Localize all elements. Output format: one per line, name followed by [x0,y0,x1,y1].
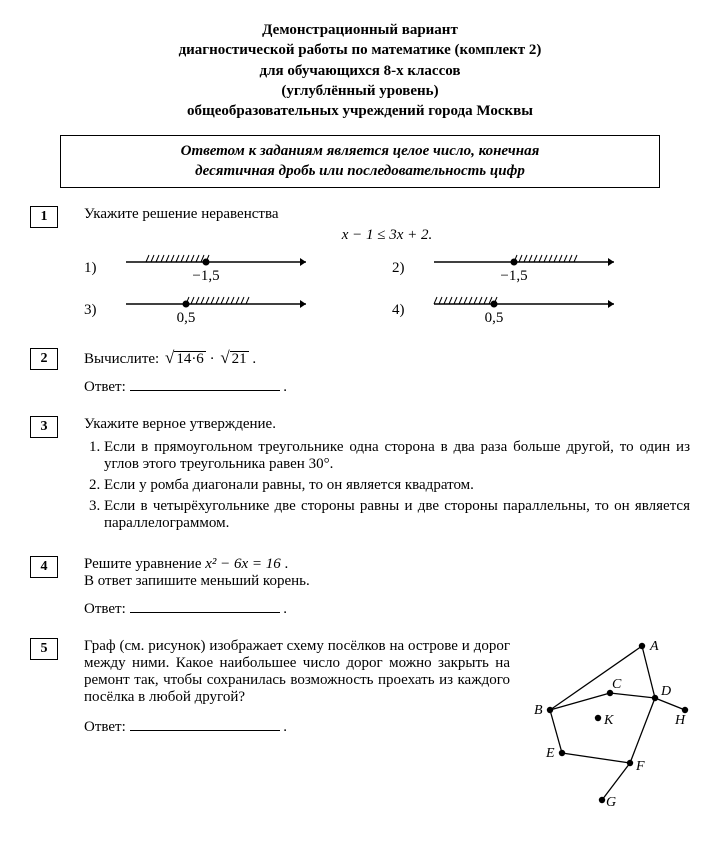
svg-text:0,5: 0,5 [485,310,504,326]
svg-text:D: D [660,684,671,699]
header-line: Демонстрационный вариант [30,20,690,40]
answer-row: Ответ: . [84,716,510,736]
dot: · [206,351,219,367]
statement-1: Если в прямоугольном треугольнике одна с… [104,439,690,473]
answer-blank[interactable] [130,376,280,391]
svg-text:F: F [635,759,645,774]
page-header: Демонстрационный вариант диагностической… [30,20,690,121]
answer-blank[interactable] [130,598,280,613]
answer-row: Ответ: . [84,376,690,396]
q1-formula: x − 1 ≤ 3x + 2. [84,227,690,244]
svg-text:C: C [612,677,622,692]
header-line: общеобразовательных учреждений города Мо… [30,101,690,121]
sqrt-icon: 21 [218,348,248,368]
question-number: 1 [30,206,58,228]
q3-statements: Если в прямоугольном треугольнике одна с… [84,439,690,532]
q4-prefix: Решите уравнение [84,556,205,572]
svg-text:E: E [545,746,555,761]
numberline-diagram-4: 0,5 [424,292,634,328]
numberline-diagram-1: −1,5 [116,250,326,286]
q5-graph: A B C D E F G H K [520,638,690,808]
sqrt-icon: 14·6 [163,348,206,368]
numberline-diagram-2: −1,5 [424,250,634,286]
instruction-line: Ответом к заданиям является целое число,… [71,142,649,162]
period: . [281,556,289,572]
problem-3: 3 Укажите верное утверждение. Если в пря… [30,416,690,536]
svg-text:−1,5: −1,5 [192,268,219,284]
period: . [249,351,257,367]
svg-text:K: K [603,713,614,728]
q1-prompt: Укажите решение неравенства [84,206,690,223]
question-number: 5 [30,638,58,660]
q1-option-1: 1) −1,5 [84,250,382,286]
question-number: 3 [30,416,58,438]
answer-row: Ответ: . [84,598,690,618]
statement-3: Если в четырёхугольнике две стороны равн… [104,498,690,532]
q4-formula: x² − 6x = 16 [205,556,281,572]
header-line: диагностической работы по математике (ко… [30,40,690,60]
q1-option-4: 4) 0,5 [392,292,690,328]
problem-2: 2 Вычислите: 14·6 · 21 . Ответ: . [30,348,690,396]
option-label: 4) [392,302,414,319]
option-label: 3) [84,302,106,319]
q2-expression: Вычислите: 14·6 · 21 . [84,348,690,368]
header-line: (углублённый уровень) [30,81,690,101]
q1-option-3: 3) 0,5 [84,292,382,328]
q5-text: Граф (см. рисунок) изображает схему посё… [84,638,510,736]
q4-line1: Решите уравнение x² − 6x = 16 . [84,556,690,573]
question-number: 4 [30,556,58,578]
answer-label: Ответ: [84,379,130,395]
numberline-diagram-3: 0,5 [116,292,326,328]
header-line: для обучающихся 8-х классов [30,61,690,81]
problem-4: 4 Решите уравнение x² − 6x = 16 . В отве… [30,556,690,618]
radicand: 21 [230,351,249,367]
q2-prefix: Вычислите: [84,351,163,367]
radicand: 14·6 [174,351,206,367]
answer-label: Ответ: [84,719,130,735]
answer-blank[interactable] [130,716,280,731]
q1-options: 1) −1,5 2) −1,5 3) 0,5 4) 0,5 [84,250,690,328]
svg-text:B: B [534,703,543,718]
answer-label: Ответ: [84,601,130,617]
problem-5: 5 Граф (см. рисунок) изображает схему по… [30,638,690,808]
option-label: 1) [84,260,106,277]
svg-text:G: G [606,795,616,808]
svg-text:H: H [674,713,686,728]
statement-2: Если у ромба диагонали равны, то он явля… [104,477,690,494]
instruction-box: Ответом к заданиям является целое число,… [60,135,660,188]
q1-option-2: 2) −1,5 [392,250,690,286]
svg-text:0,5: 0,5 [177,310,196,326]
question-number: 2 [30,348,58,370]
q4-line2: В ответ запишите меньший корень. [84,573,690,590]
option-label: 2) [392,260,414,277]
q3-prompt: Укажите верное утверждение. [84,416,690,433]
problem-1: 1 Укажите решение неравенства x − 1 ≤ 3x… [30,206,690,328]
svg-text:A: A [649,639,659,654]
q5-body: Граф (см. рисунок) изображает схему посё… [84,638,510,705]
svg-text:−1,5: −1,5 [500,268,527,284]
instruction-line: десятичная дробь или последовательность … [71,162,649,182]
